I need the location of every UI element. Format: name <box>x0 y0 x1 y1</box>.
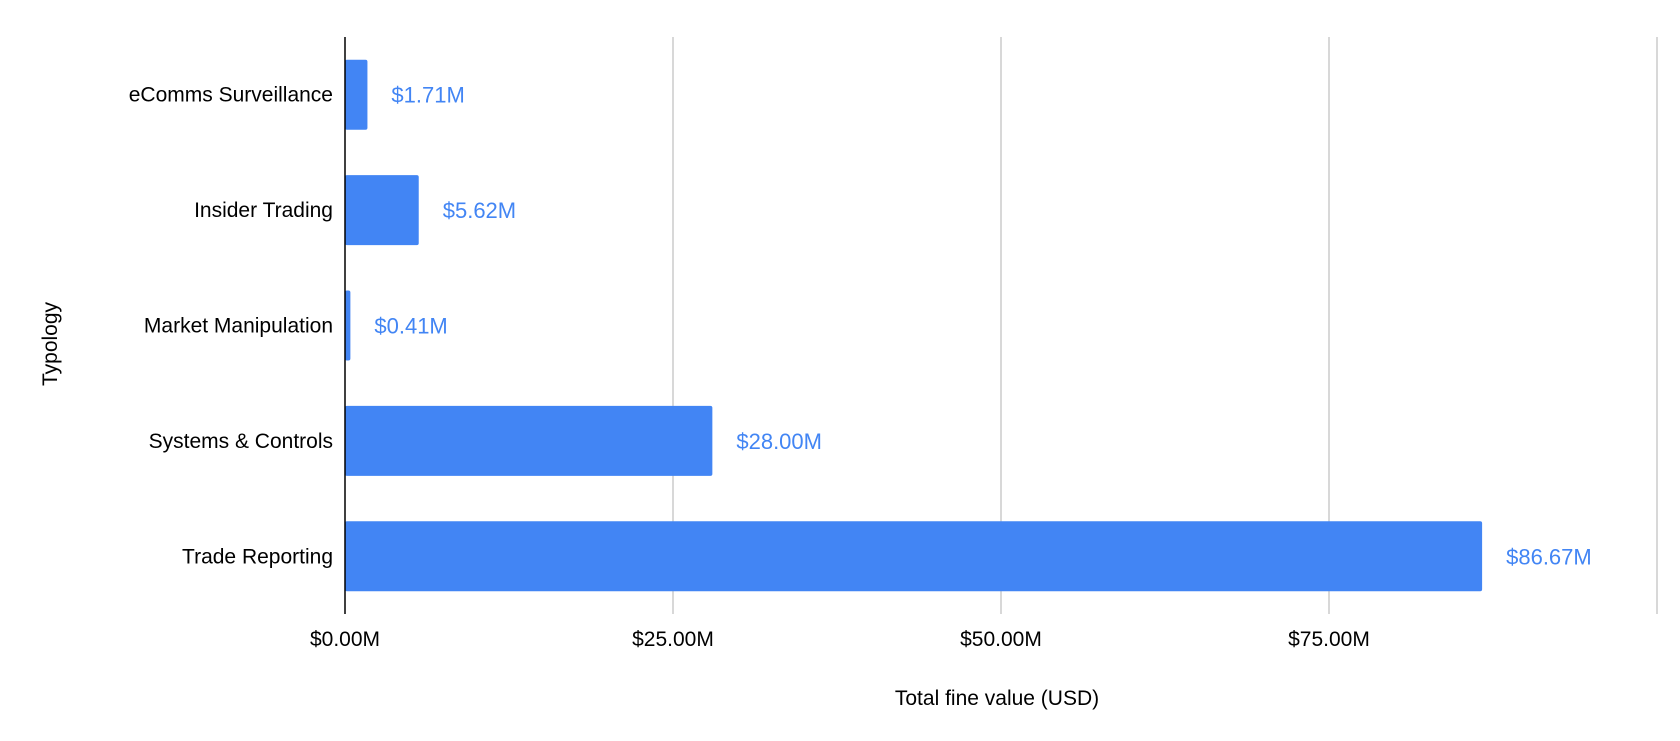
x-tick-label: $50.00M <box>960 628 1042 651</box>
y-category-label: Systems & Controls <box>149 430 333 453</box>
bar[interactable] <box>345 175 419 246</box>
y-category-label: Trade Reporting <box>182 545 333 568</box>
y-category-label: eComms Surveillance <box>129 84 333 107</box>
bar[interactable] <box>345 521 1483 592</box>
bar-data-label: $5.62M <box>443 198 516 223</box>
x-tick-label: $75.00M <box>1288 628 1370 651</box>
bar-data-label: $86.67M <box>1506 544 1592 569</box>
bar[interactable] <box>345 405 713 476</box>
y-category-label: Insider Trading <box>194 199 333 222</box>
bar-data-label: $28.00M <box>736 429 822 454</box>
bars <box>345 59 1483 592</box>
gridlines <box>672 37 1658 614</box>
bar[interactable] <box>345 59 368 130</box>
bar-data-label: $0.41M <box>374 314 447 339</box>
bar-data-label: $1.71M <box>391 83 464 108</box>
labels: $0.00M $25.00M $50.00M $75.00M eComms Survei… <box>129 83 1592 651</box>
bar[interactable] <box>345 290 351 361</box>
x-tick-label: $0.00M <box>310 628 380 651</box>
x-axis-title: Total fine value (USD) <box>895 687 1099 710</box>
y-axis-title: Typology <box>39 301 62 386</box>
y-category-label: Market Manipulation <box>144 315 333 338</box>
x-tick-label: $25.00M <box>632 628 714 651</box>
